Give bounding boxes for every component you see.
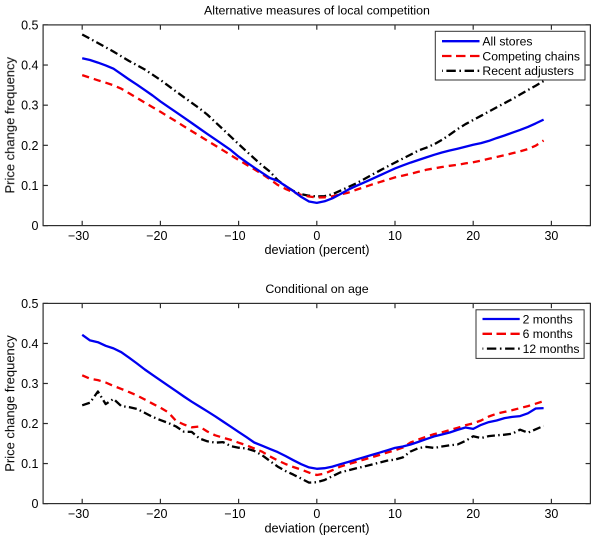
svg-text:Conditional on age: Conditional on age: [265, 282, 368, 296]
svg-text:0.5: 0.5: [21, 297, 38, 311]
svg-text:0.3: 0.3: [21, 99, 38, 113]
svg-text:0.5: 0.5: [21, 18, 38, 32]
svg-text:Alternative measures of local: Alternative measures of local competitio…: [204, 4, 430, 18]
svg-text:−30: −30: [68, 229, 89, 243]
svg-text:30: 30: [544, 229, 558, 243]
svg-text:30: 30: [544, 507, 558, 521]
svg-text:0.4: 0.4: [21, 58, 38, 72]
svg-text:0: 0: [32, 497, 39, 511]
svg-text:All stores: All stores: [482, 35, 532, 49]
svg-text:−20: −20: [146, 229, 167, 243]
svg-text:deviation (percent): deviation (percent): [264, 522, 369, 536]
svg-text:6 months: 6 months: [523, 327, 573, 341]
svg-text:10: 10: [388, 229, 402, 243]
svg-text:−20: −20: [146, 507, 167, 521]
svg-text:deviation (percent): deviation (percent): [264, 243, 369, 257]
svg-text:0.3: 0.3: [21, 377, 38, 391]
svg-text:20: 20: [466, 229, 480, 243]
svg-text:−10: −10: [224, 229, 245, 243]
svg-text:0: 0: [313, 229, 320, 243]
svg-text:12 months: 12 months: [523, 342, 580, 356]
svg-text:Competing chains: Competing chains: [482, 49, 580, 63]
svg-text:2 months: 2 months: [523, 312, 573, 326]
svg-text:0.2: 0.2: [21, 417, 38, 431]
svg-text:−10: −10: [224, 507, 245, 521]
svg-text:0.2: 0.2: [21, 139, 38, 153]
svg-text:0.1: 0.1: [21, 457, 38, 471]
svg-text:0: 0: [32, 219, 39, 233]
svg-text:−30: −30: [68, 507, 89, 521]
svg-text:Price change frequency: Price change frequency: [2, 335, 17, 472]
svg-text:0.4: 0.4: [21, 337, 38, 351]
svg-text:Recent adjusters: Recent adjusters: [482, 64, 573, 78]
svg-text:10: 10: [388, 507, 402, 521]
svg-text:0: 0: [313, 507, 320, 521]
svg-text:0.1: 0.1: [21, 179, 38, 193]
svg-text:20: 20: [466, 507, 480, 521]
svg-text:Price change frequency: Price change frequency: [2, 56, 17, 193]
